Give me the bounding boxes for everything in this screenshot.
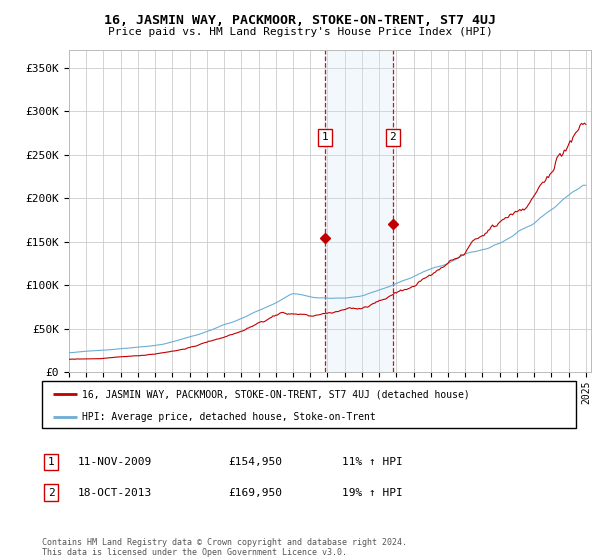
- Bar: [325, 50, 393, 372]
- Text: £154,950: £154,950: [228, 457, 282, 467]
- Text: Contains HM Land Registry data © Crown copyright and database right 2024.
This d: Contains HM Land Registry data © Crown c…: [42, 538, 407, 557]
- Text: £169,950: £169,950: [228, 488, 282, 498]
- Text: 11% ↑ HPI: 11% ↑ HPI: [342, 457, 403, 467]
- Text: 2: 2: [389, 132, 396, 142]
- Text: 19% ↑ HPI: 19% ↑ HPI: [342, 488, 403, 498]
- Text: Price paid vs. HM Land Registry's House Price Index (HPI): Price paid vs. HM Land Registry's House …: [107, 27, 493, 37]
- Text: 11-NOV-2009: 11-NOV-2009: [78, 457, 152, 467]
- Text: 1: 1: [47, 457, 55, 467]
- Text: 16, JASMIN WAY, PACKMOOR, STOKE-ON-TRENT, ST7 4UJ (detached house): 16, JASMIN WAY, PACKMOOR, STOKE-ON-TRENT…: [82, 389, 470, 399]
- Text: HPI: Average price, detached house, Stoke-on-Trent: HPI: Average price, detached house, Stok…: [82, 412, 376, 422]
- Text: 1: 1: [322, 132, 329, 142]
- FancyBboxPatch shape: [42, 381, 576, 428]
- Text: 2: 2: [47, 488, 55, 498]
- Text: 16, JASMIN WAY, PACKMOOR, STOKE-ON-TRENT, ST7 4UJ: 16, JASMIN WAY, PACKMOOR, STOKE-ON-TRENT…: [104, 14, 496, 27]
- Text: 18-OCT-2013: 18-OCT-2013: [78, 488, 152, 498]
